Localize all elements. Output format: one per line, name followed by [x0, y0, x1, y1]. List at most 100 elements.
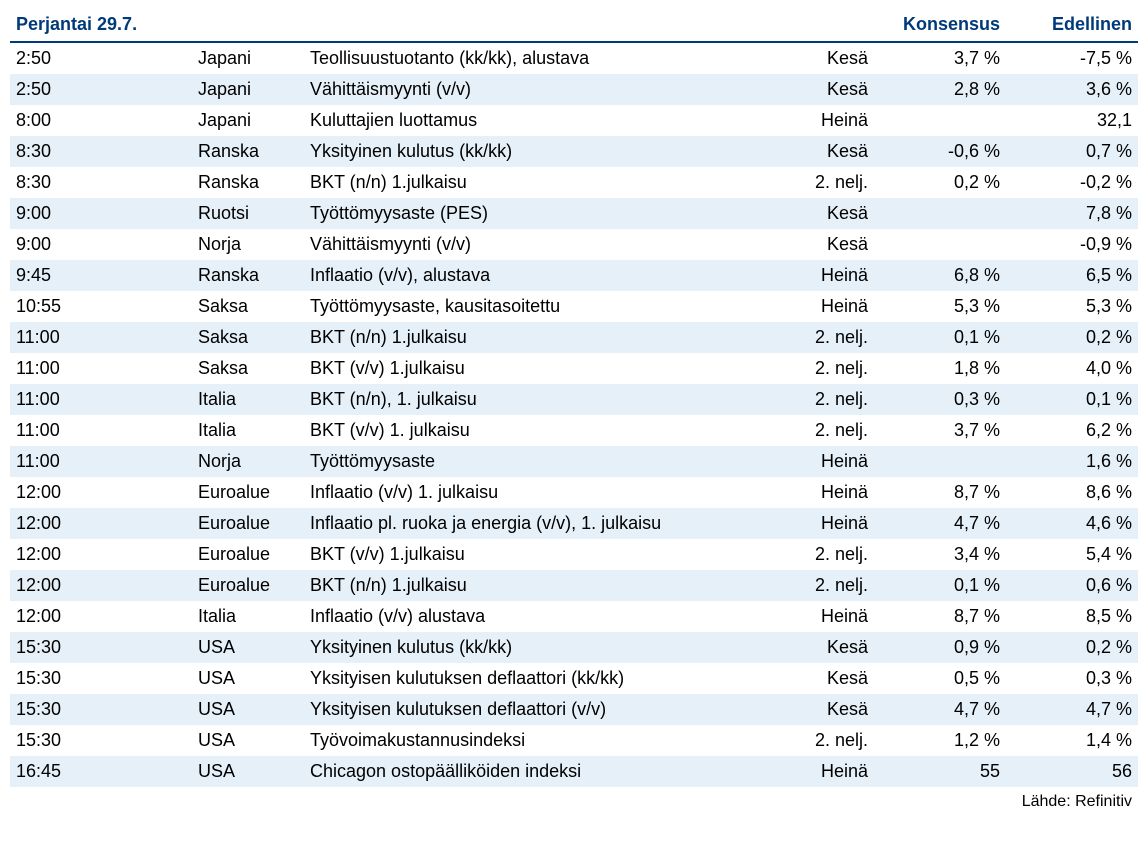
cell-previous: 56	[1006, 756, 1138, 787]
table-row: 11:00NorjaTyöttömyysasteHeinä1,6 %	[10, 446, 1138, 477]
cell-period: 2. nelj.	[772, 384, 874, 415]
cell-previous: -7,5 %	[1006, 42, 1138, 74]
cell-period: Kesä	[772, 74, 874, 105]
cell-consensus: 6,8 %	[874, 260, 1006, 291]
cell-country: Norja	[192, 229, 304, 260]
cell-period: Heinä	[772, 477, 874, 508]
cell-previous: 0,6 %	[1006, 570, 1138, 601]
cell-event: Inflaatio (v/v) 1. julkaisu	[304, 477, 772, 508]
cell-event: BKT (v/v) 1.julkaisu	[304, 539, 772, 570]
cell-consensus: 0,9 %	[874, 632, 1006, 663]
cell-consensus: 1,8 %	[874, 353, 1006, 384]
table-row: 15:30USAYksityisen kulutuksen deflaattor…	[10, 694, 1138, 725]
cell-consensus: -0,6 %	[874, 136, 1006, 167]
cell-time: 2:50	[10, 74, 192, 105]
cell-event: Yksityisen kulutuksen deflaattori (v/v)	[304, 694, 772, 725]
cell-country: Euroalue	[192, 477, 304, 508]
cell-consensus: 0,3 %	[874, 384, 1006, 415]
cell-country: Norja	[192, 446, 304, 477]
cell-consensus: 8,7 %	[874, 601, 1006, 632]
header-title: Perjantai 29.7.	[10, 10, 874, 42]
table-row: 8:00JapaniKuluttajien luottamusHeinä32,1	[10, 105, 1138, 136]
cell-event: BKT (n/n) 1.julkaisu	[304, 570, 772, 601]
cell-period: Heinä	[772, 291, 874, 322]
cell-event: BKT (n/n) 1.julkaisu	[304, 167, 772, 198]
cell-period: Kesä	[772, 663, 874, 694]
cell-event: Työttömyysaste, kausitasoitettu	[304, 291, 772, 322]
cell-period: Heinä	[772, 601, 874, 632]
cell-time: 9:00	[10, 229, 192, 260]
cell-country: Japani	[192, 42, 304, 74]
cell-consensus: 0,5 %	[874, 663, 1006, 694]
table-row: 12:00EuroalueInflaatio pl. ruoka ja ener…	[10, 508, 1138, 539]
cell-time: 11:00	[10, 322, 192, 353]
cell-country: Italia	[192, 415, 304, 446]
cell-period: Kesä	[772, 229, 874, 260]
cell-period: Heinä	[772, 105, 874, 136]
cell-event: Työttömyysaste (PES)	[304, 198, 772, 229]
cell-event: Yksityisen kulutuksen deflaattori (kk/kk…	[304, 663, 772, 694]
cell-previous: 32,1	[1006, 105, 1138, 136]
cell-previous: 8,5 %	[1006, 601, 1138, 632]
cell-consensus: 4,7 %	[874, 694, 1006, 725]
cell-previous: 7,8 %	[1006, 198, 1138, 229]
cell-event: Inflaatio (v/v) alustava	[304, 601, 772, 632]
cell-country: USA	[192, 756, 304, 787]
cell-time: 10:55	[10, 291, 192, 322]
cell-consensus: 2,8 %	[874, 74, 1006, 105]
cell-consensus	[874, 105, 1006, 136]
cell-time: 8:00	[10, 105, 192, 136]
table-row: 11:00SaksaBKT (n/n) 1.julkaisu2. nelj.0,…	[10, 322, 1138, 353]
cell-previous: 4,7 %	[1006, 694, 1138, 725]
cell-period: Heinä	[772, 756, 874, 787]
cell-period: 2. nelj.	[772, 415, 874, 446]
cell-previous: 0,2 %	[1006, 632, 1138, 663]
cell-consensus: 3,4 %	[874, 539, 1006, 570]
cell-country: USA	[192, 725, 304, 756]
cell-country: USA	[192, 632, 304, 663]
cell-consensus: 5,3 %	[874, 291, 1006, 322]
cell-consensus	[874, 229, 1006, 260]
table-row: 11:00ItaliaBKT (n/n), 1. julkaisu2. nelj…	[10, 384, 1138, 415]
cell-time: 15:30	[10, 725, 192, 756]
cell-country: Euroalue	[192, 539, 304, 570]
cell-consensus: 4,7 %	[874, 508, 1006, 539]
cell-event: BKT (v/v) 1.julkaisu	[304, 353, 772, 384]
cell-previous: 1,6 %	[1006, 446, 1138, 477]
cell-previous: 0,1 %	[1006, 384, 1138, 415]
table-row: 9:00RuotsiTyöttömyysaste (PES)Kesä7,8 %	[10, 198, 1138, 229]
table-row: 12:00EuroalueBKT (v/v) 1.julkaisu2. nelj…	[10, 539, 1138, 570]
cell-country: Ranska	[192, 167, 304, 198]
cell-time: 8:30	[10, 167, 192, 198]
cell-time: 12:00	[10, 601, 192, 632]
cell-time: 8:30	[10, 136, 192, 167]
table-row: 2:50JapaniTeollisuustuotanto (kk/kk), al…	[10, 42, 1138, 74]
cell-country: Ranska	[192, 136, 304, 167]
cell-time: 11:00	[10, 415, 192, 446]
cell-period: 2. nelj.	[772, 353, 874, 384]
cell-time: 11:00	[10, 353, 192, 384]
table-row: 8:30RanskaYksityinen kulutus (kk/kk)Kesä…	[10, 136, 1138, 167]
cell-previous: 0,7 %	[1006, 136, 1138, 167]
cell-country: Japani	[192, 74, 304, 105]
cell-consensus: 0,2 %	[874, 167, 1006, 198]
cell-event: Teollisuustuotanto (kk/kk), alustava	[304, 42, 772, 74]
cell-country: Saksa	[192, 322, 304, 353]
cell-time: 11:00	[10, 384, 192, 415]
cell-consensus: 0,1 %	[874, 570, 1006, 601]
cell-time: 11:00	[10, 446, 192, 477]
cell-previous: 6,2 %	[1006, 415, 1138, 446]
cell-event: Vähittäismyynti (v/v)	[304, 74, 772, 105]
table-row: 10:55SaksaTyöttömyysaste, kausitasoitett…	[10, 291, 1138, 322]
cell-event: Työttömyysaste	[304, 446, 772, 477]
cell-period: 2. nelj.	[772, 167, 874, 198]
cell-event: Yksityinen kulutus (kk/kk)	[304, 632, 772, 663]
cell-previous: -0,2 %	[1006, 167, 1138, 198]
table-header-row: Perjantai 29.7. Konsensus Edellinen	[10, 10, 1138, 42]
table-row: 9:45RanskaInflaatio (v/v), alustavaHeinä…	[10, 260, 1138, 291]
cell-consensus	[874, 198, 1006, 229]
cell-country: Italia	[192, 601, 304, 632]
cell-previous: 5,4 %	[1006, 539, 1138, 570]
table-row: 15:30USAYksityisen kulutuksen deflaattor…	[10, 663, 1138, 694]
cell-consensus: 55	[874, 756, 1006, 787]
